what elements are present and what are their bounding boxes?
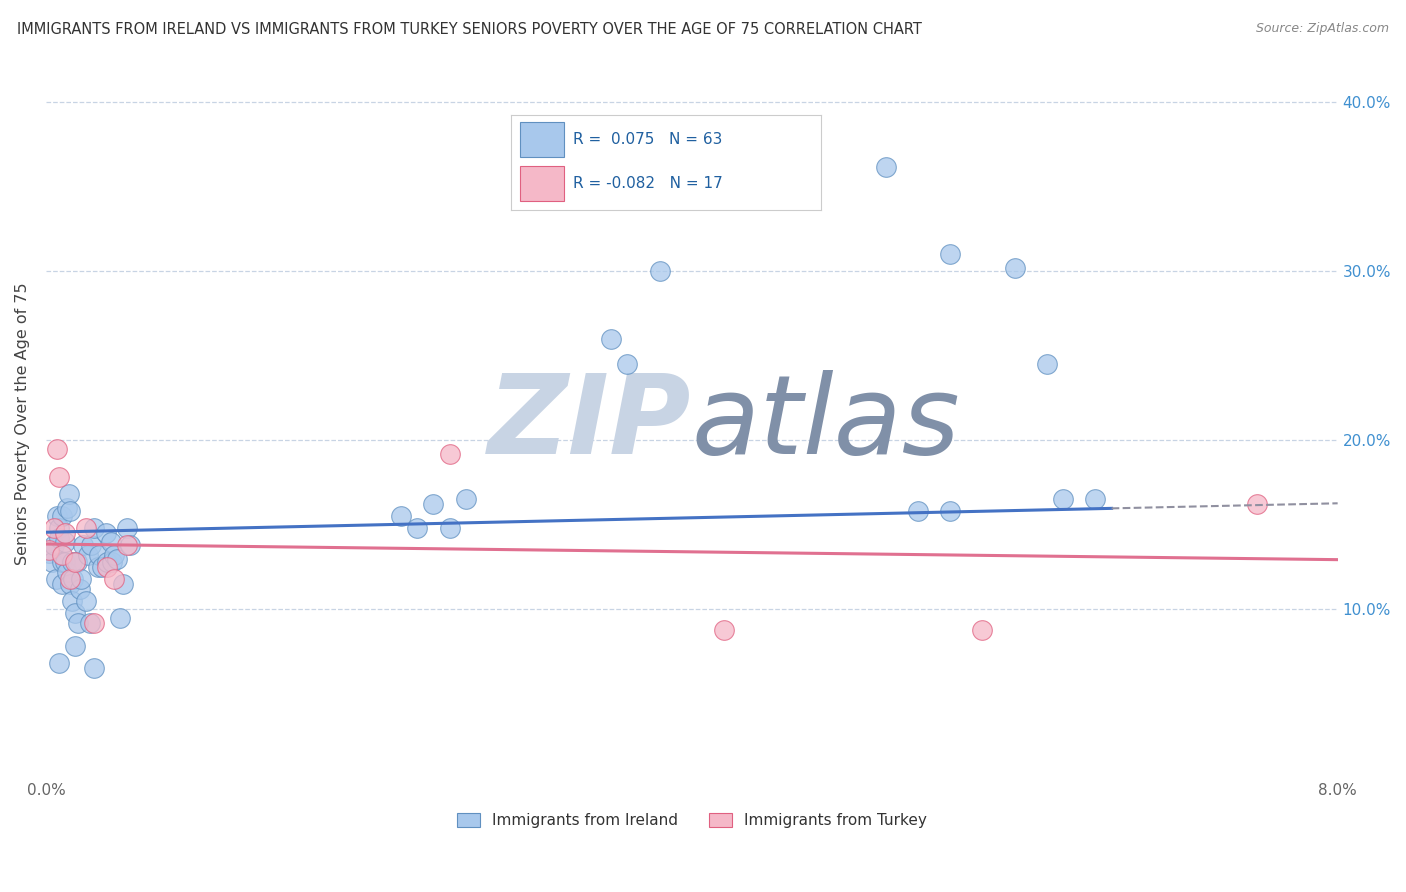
Point	[713, 623, 735, 637]
Point	[1052, 492, 1074, 507]
Point	[422, 498, 444, 512]
Point	[66, 555, 89, 569]
Point	[60, 594, 83, 608]
Point	[875, 160, 897, 174]
Point	[89, 548, 111, 562]
Point	[96, 555, 118, 569]
Text: ZIP: ZIP	[488, 370, 692, 477]
Point	[69, 582, 91, 596]
Point	[96, 560, 118, 574]
Point	[48, 470, 70, 484]
Point	[1036, 357, 1059, 371]
Point	[59, 572, 82, 586]
Point	[59, 504, 82, 518]
Point	[53, 534, 76, 549]
Point	[42, 538, 65, 552]
Point	[46, 442, 69, 456]
Point	[83, 521, 105, 535]
Point	[94, 526, 117, 541]
Point	[56, 500, 79, 515]
Point	[48, 521, 70, 535]
Point	[454, 492, 477, 507]
Point	[38, 543, 60, 558]
Point	[70, 572, 93, 586]
Point	[616, 357, 638, 371]
Point	[48, 657, 70, 671]
Point	[67, 615, 90, 630]
Point	[62, 572, 84, 586]
Point	[75, 594, 97, 608]
Point	[48, 531, 70, 545]
Point	[53, 526, 76, 541]
Point	[38, 546, 60, 560]
Point	[939, 504, 962, 518]
Point	[1004, 260, 1026, 275]
Point	[51, 577, 73, 591]
Point	[83, 615, 105, 630]
Text: atlas: atlas	[692, 370, 960, 477]
Point	[103, 548, 125, 562]
Point	[46, 509, 69, 524]
Point	[389, 509, 412, 524]
Point	[86, 560, 108, 574]
Text: Source: ZipAtlas.com: Source: ZipAtlas.com	[1256, 22, 1389, 36]
Point	[75, 521, 97, 535]
Point	[45, 572, 67, 586]
Point	[91, 560, 114, 574]
Point	[41, 555, 63, 569]
Point	[406, 521, 429, 535]
Point	[83, 661, 105, 675]
Text: IMMIGRANTS FROM IRELAND VS IMMIGRANTS FROM TURKEY SENIORS POVERTY OVER THE AGE O: IMMIGRANTS FROM IRELAND VS IMMIGRANTS FR…	[17, 22, 922, 37]
Point	[118, 538, 141, 552]
Legend: Immigrants from Ireland, Immigrants from Turkey: Immigrants from Ireland, Immigrants from…	[451, 807, 932, 834]
Point	[51, 555, 73, 569]
Point	[600, 332, 623, 346]
Point	[63, 606, 86, 620]
Point	[1246, 498, 1268, 512]
Point	[105, 551, 128, 566]
Point	[648, 264, 671, 278]
Point	[1084, 492, 1107, 507]
Point	[80, 538, 103, 552]
Point	[972, 623, 994, 637]
Point	[77, 548, 100, 562]
Point	[939, 247, 962, 261]
Point	[439, 447, 461, 461]
Point	[115, 521, 138, 535]
Point	[56, 565, 79, 579]
Point	[51, 509, 73, 524]
Point	[53, 555, 76, 569]
Point	[42, 521, 65, 535]
Point	[100, 534, 122, 549]
Point	[115, 538, 138, 552]
Point	[907, 504, 929, 518]
Point	[72, 538, 94, 552]
Point	[101, 555, 124, 569]
Point	[439, 521, 461, 535]
Point	[59, 577, 82, 591]
Point	[51, 548, 73, 562]
Point	[58, 487, 80, 501]
Point	[79, 615, 101, 630]
Point	[112, 577, 135, 591]
Point	[63, 555, 86, 569]
Point	[110, 610, 132, 624]
Point	[60, 555, 83, 569]
Y-axis label: Seniors Poverty Over the Age of 75: Seniors Poverty Over the Age of 75	[15, 282, 30, 565]
Point	[63, 640, 86, 654]
Point	[103, 572, 125, 586]
